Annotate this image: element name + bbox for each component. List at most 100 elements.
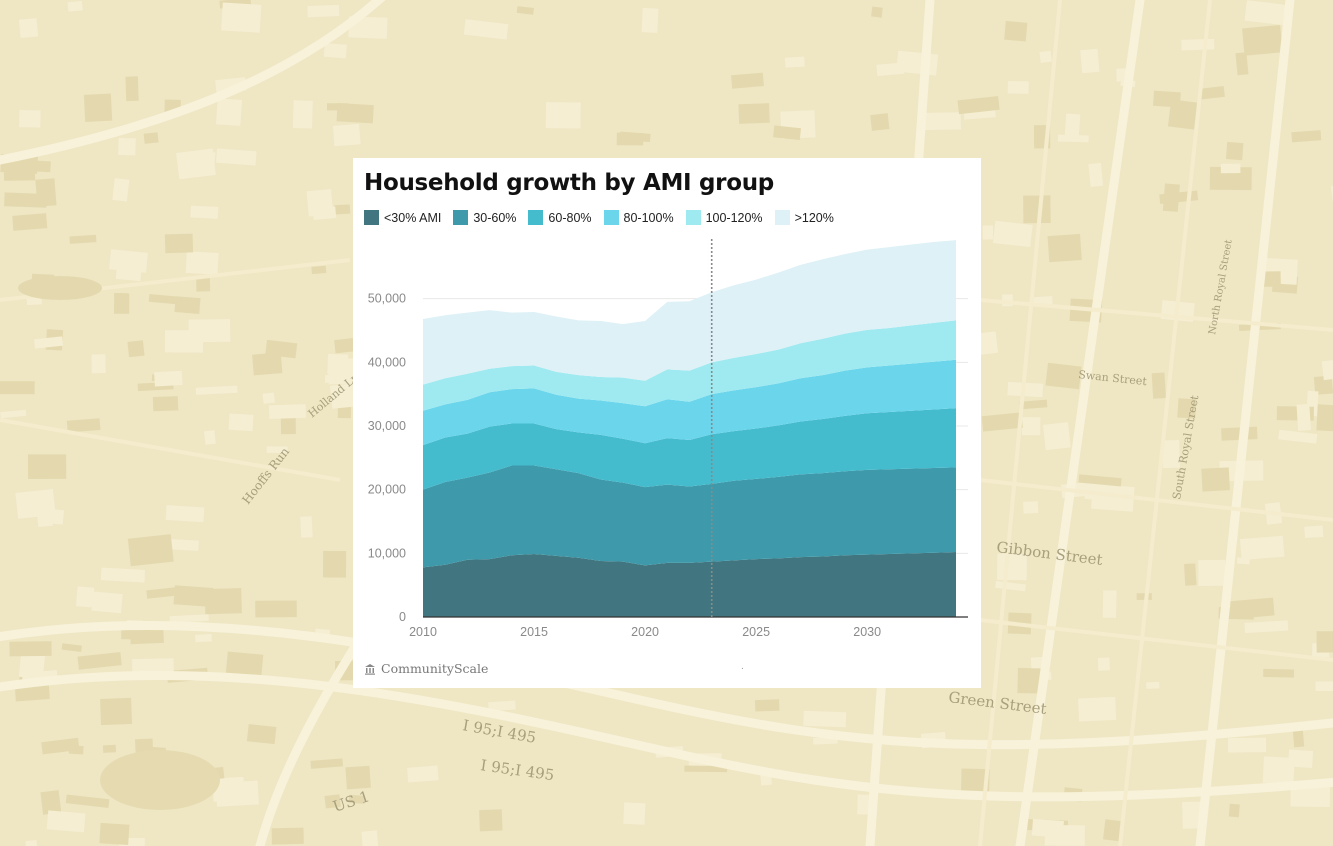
map-block <box>1304 525 1324 538</box>
map-block <box>784 56 805 68</box>
legend-swatch <box>528 210 544 225</box>
chart-title: Household growth by AMI group <box>364 170 774 196</box>
map-block <box>271 827 304 845</box>
map-block <box>221 2 262 33</box>
legend-item-gt120[interactable]: >120% <box>774 210 834 225</box>
map-block <box>148 294 184 305</box>
map-block <box>9 641 52 657</box>
map-block <box>166 538 199 551</box>
map-block <box>1227 737 1267 753</box>
columns-icon <box>365 663 375 675</box>
map-block <box>173 585 214 608</box>
legend-item-100-120[interactable]: 100-120% <box>685 210 763 225</box>
map-block <box>324 794 341 809</box>
map-block <box>619 131 651 143</box>
map-block <box>1263 668 1295 678</box>
legend-item-60-80[interactable]: 60-80% <box>528 210 592 225</box>
area-series-4[interactable] <box>423 320 956 411</box>
map-block <box>327 358 356 385</box>
map-block <box>195 385 238 395</box>
map-block <box>65 794 110 808</box>
map-block <box>1162 439 1181 469</box>
area-series-5[interactable] <box>423 240 956 385</box>
map-block <box>957 95 1000 115</box>
map-block <box>1007 81 1029 94</box>
map-block <box>1244 0 1289 26</box>
area-series-1[interactable] <box>423 465 956 568</box>
legend-label: >120% <box>794 210 834 225</box>
map-block <box>1228 803 1240 818</box>
legend-label: 100-120% <box>705 210 763 225</box>
x-tick-label: 2025 <box>742 625 770 639</box>
legend-item-80-100[interactable]: 80-100% <box>603 210 674 225</box>
map-block <box>225 651 264 677</box>
map-block <box>1102 819 1124 842</box>
map-block <box>731 72 764 89</box>
x-tick-label: 2010 <box>409 625 437 639</box>
map-block <box>252 352 283 376</box>
map-block <box>1097 657 1110 671</box>
map-block <box>190 205 219 219</box>
map-block <box>992 220 1033 248</box>
map-block <box>1181 38 1215 51</box>
map-block <box>857 794 871 815</box>
map-block <box>1262 756 1295 785</box>
map-block <box>46 810 86 833</box>
area-series-2[interactable] <box>423 408 956 490</box>
map-block <box>91 354 106 374</box>
map-block <box>310 758 344 769</box>
map-block <box>185 251 219 275</box>
map-block <box>228 413 254 432</box>
map-block <box>204 430 216 445</box>
map-block <box>1045 362 1082 390</box>
area-chart[interactable]: 2010 2015 2020 2025 2030 0 10,000 20,000 30,000… <box>353 158 981 658</box>
map-block <box>109 249 148 273</box>
map-block <box>118 137 136 156</box>
map-block <box>127 534 174 567</box>
area-series-3[interactable] <box>423 359 956 446</box>
map-block <box>195 634 212 643</box>
map-block <box>623 802 646 825</box>
map-block <box>215 148 257 166</box>
map-block <box>99 697 133 726</box>
map-block <box>255 600 297 618</box>
map-block <box>69 234 97 244</box>
map-block <box>1242 24 1283 56</box>
map-block <box>18 18 39 39</box>
map-block <box>99 822 130 846</box>
map-block <box>67 0 83 12</box>
map-block <box>169 614 209 623</box>
map-block <box>1315 681 1333 691</box>
legend-item-30-60[interactable]: 30-60% <box>453 210 516 225</box>
map-block <box>125 76 139 102</box>
legend-swatch <box>774 210 790 225</box>
map-block <box>1080 48 1100 74</box>
map-block <box>1039 50 1052 63</box>
map-block <box>280 414 296 435</box>
map-block <box>1088 162 1104 187</box>
map-block <box>1146 681 1160 689</box>
map-block <box>322 550 347 578</box>
legend-label: <30% AMI <box>384 210 442 225</box>
map-block <box>1023 501 1039 514</box>
map-block <box>1235 52 1249 76</box>
map-block <box>112 178 130 202</box>
map-block <box>1313 375 1333 395</box>
map-block <box>1151 372 1167 399</box>
map-block <box>306 189 334 217</box>
map-block <box>1316 404 1333 433</box>
footer-brand[interactable]: CommunityScale <box>364 661 488 676</box>
map-block <box>0 409 27 419</box>
map-block <box>19 110 41 128</box>
area-series-0[interactable] <box>423 552 956 617</box>
y-tick-label: 20,000 <box>368 483 406 497</box>
map-block <box>266 446 288 453</box>
map-block <box>345 765 371 790</box>
map-block <box>960 768 990 794</box>
map-block <box>127 340 145 358</box>
map-block <box>1220 163 1241 174</box>
legend-item-lt30[interactable]: <30% AMI <box>364 210 441 225</box>
y-tick-label: 50,000 <box>368 292 406 306</box>
map-block <box>754 699 780 712</box>
map-block <box>215 98 243 126</box>
